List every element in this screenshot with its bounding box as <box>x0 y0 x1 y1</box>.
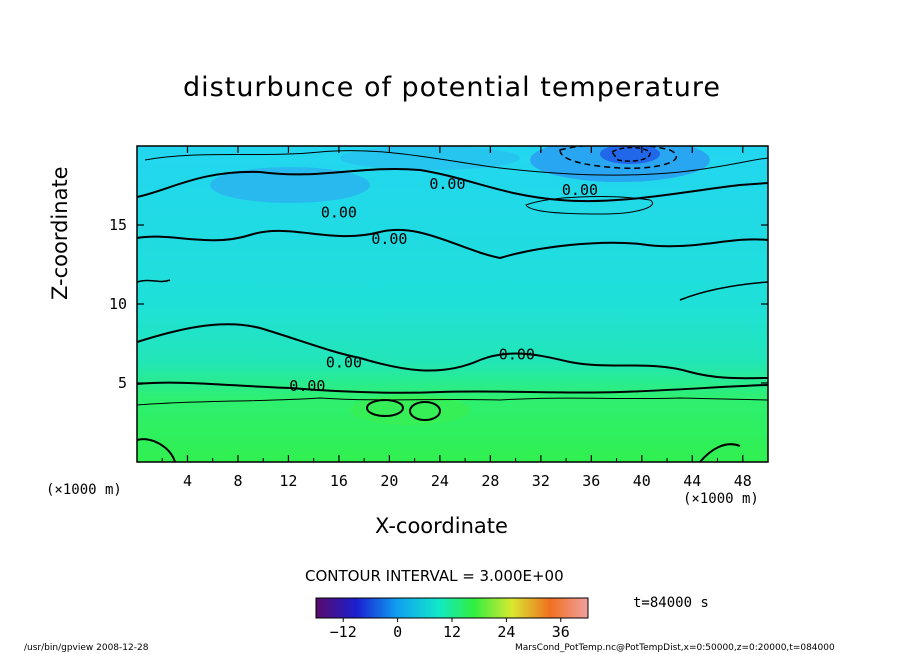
contour-line <box>679 281 768 301</box>
contour-line <box>137 438 176 462</box>
y-tick-label: 15 <box>109 216 127 234</box>
x-tick-label: 44 <box>683 472 701 490</box>
contour-line <box>137 323 768 380</box>
contour-label: 0.00 <box>562 181 598 199</box>
x-tick-label: 24 <box>431 472 449 490</box>
contour-label: 0.00 <box>429 175 465 193</box>
contour-line <box>525 196 653 215</box>
x-tick-label: 28 <box>481 472 499 490</box>
x-tick-label: 40 <box>633 472 651 490</box>
contour-label: 0.00 <box>371 230 407 248</box>
colorbar-gradient <box>315 597 589 619</box>
colorbar-tick-label: −12 <box>330 623 357 641</box>
x-tick-label: 20 <box>380 472 398 490</box>
contour-line <box>137 228 768 260</box>
contour-label: 0.00 <box>321 203 357 221</box>
contour-line <box>144 150 768 176</box>
contour-line <box>137 279 171 283</box>
x-tick-label: 32 <box>532 472 550 490</box>
contour-label: 0.00 <box>499 346 535 364</box>
colorbar-ticks: −12 0 12 24 36 <box>330 618 570 641</box>
colorbar-tick-label: 12 <box>443 623 461 641</box>
x-tick-label: 16 <box>330 472 348 490</box>
time-label: t=84000 s <box>633 595 709 611</box>
x-unit-label-left: (×1000 m) <box>46 482 122 498</box>
contour-line <box>137 397 768 406</box>
colorbar-tick-label: 36 <box>552 623 570 641</box>
chart-title: disturbunce of potential temperature <box>183 72 721 103</box>
x-tick-label: 4 <box>183 472 192 490</box>
contour-label: 0.00 <box>289 377 325 395</box>
footer-command: /usr/bin/gpview 2008-12-28 <box>24 643 149 653</box>
x-axis-label: X-coordinate <box>375 514 508 538</box>
colorbar-tick-label: 24 <box>497 623 515 641</box>
contour-line <box>366 399 404 417</box>
contour-interval-label: CONTOUR INTERVAL = 3.000E+00 <box>305 567 564 585</box>
y-tick-label: 5 <box>118 374 127 392</box>
contour-line <box>409 401 441 421</box>
y-axis: 5 10 15 <box>109 216 768 392</box>
x-tick-label: 8 <box>233 472 242 490</box>
footer-source: MarsCond_PotTemp.nc@PotTempDist,x=0:5000… <box>515 643 835 653</box>
contour-label: 0.00 <box>326 353 362 371</box>
colorbar-tick-label: 0 <box>393 623 402 641</box>
x-tick-label: 48 <box>734 472 752 490</box>
contour-line <box>137 381 768 394</box>
contour-line <box>610 146 651 162</box>
plot-area <box>136 145 769 463</box>
cold-anomaly-region <box>210 167 370 203</box>
x-axis: 4 8 12 16 20 24 28 32 36 40 44 48 <box>161 146 752 490</box>
y-tick-label: 10 <box>109 295 127 313</box>
colorbar <box>315 597 589 619</box>
contour-line <box>699 443 741 462</box>
contour-labels: 0.00 0.000.000.000.00 0.000.00 <box>289 175 598 395</box>
x-tick-label: 12 <box>279 472 297 490</box>
x-tick-label: 36 <box>582 472 600 490</box>
x-unit-label-right: (×1000 m) <box>683 491 759 507</box>
